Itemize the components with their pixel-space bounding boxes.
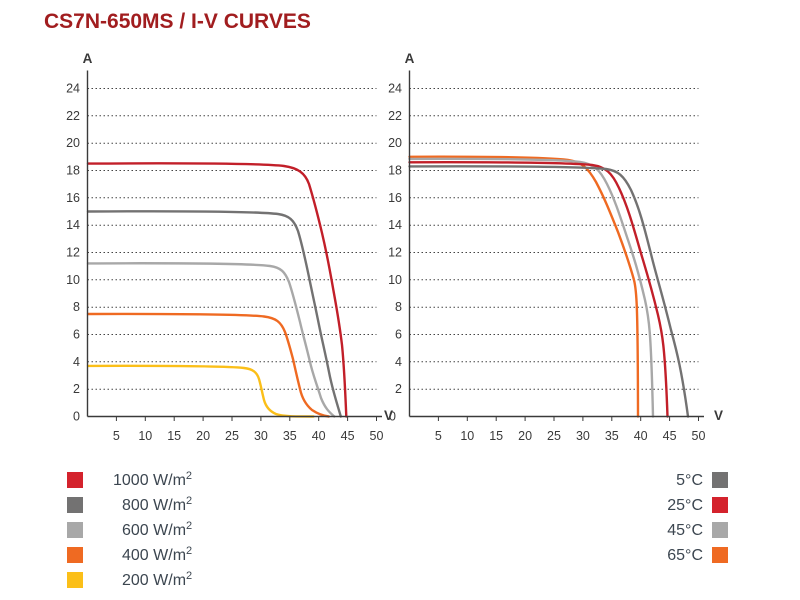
svg-text:15: 15 [167,429,181,443]
svg-text:14: 14 [66,218,80,232]
svg-text:8: 8 [73,300,80,314]
svg-text:14: 14 [388,218,402,232]
svg-text:10: 10 [388,273,402,287]
svg-text:24: 24 [66,82,80,96]
svg-text:5: 5 [113,429,120,443]
svg-text:12: 12 [388,246,402,260]
svg-text:45: 45 [341,429,355,443]
svg-text:2: 2 [395,382,402,396]
svg-text:20: 20 [388,136,402,150]
svg-text:V: V [714,408,723,423]
svg-text:16: 16 [388,191,402,205]
svg-text:2: 2 [73,382,80,396]
svg-text:10: 10 [460,429,474,443]
svg-text:10: 10 [66,273,80,287]
svg-text:6: 6 [73,328,80,342]
svg-text:18: 18 [388,164,402,178]
svg-text:6: 6 [395,328,402,342]
svg-text:30: 30 [254,429,268,443]
svg-text:40: 40 [634,429,648,443]
svg-text:A: A [405,51,415,66]
svg-text:400 W/m2: 400 W/m2 [122,545,192,564]
svg-text:20: 20 [196,429,210,443]
svg-text:40: 40 [312,429,326,443]
svg-text:20: 20 [518,429,532,443]
svg-text:35: 35 [605,429,619,443]
svg-text:45: 45 [663,429,677,443]
svg-text:35: 35 [283,429,297,443]
svg-text:16: 16 [66,191,80,205]
svg-text:25: 25 [225,429,239,443]
svg-text:10: 10 [138,429,152,443]
svg-text:200 W/m2: 200 W/m2 [122,570,192,589]
svg-text:800 W/m2: 800 W/m2 [122,495,192,514]
svg-text:30: 30 [576,429,590,443]
svg-text:18: 18 [66,164,80,178]
svg-text:22: 22 [66,109,80,123]
svg-text:8: 8 [395,300,402,314]
svg-text:1000 W/m2: 1000 W/m2 [113,470,192,489]
svg-text:22: 22 [388,109,402,123]
svg-text:5: 5 [435,429,442,443]
svg-text:20: 20 [66,136,80,150]
svg-text:24: 24 [388,82,402,96]
svg-text:0: 0 [389,410,396,424]
svg-text:25°C: 25°C [667,497,703,514]
svg-text:65°C: 65°C [667,547,703,564]
svg-text:600 W/m2: 600 W/m2 [122,520,192,539]
svg-text:4: 4 [73,355,80,369]
svg-text:15: 15 [489,429,503,443]
svg-text:25: 25 [547,429,561,443]
svg-text:45°C: 45°C [667,522,703,539]
svg-text:50: 50 [692,429,706,443]
svg-text:0: 0 [73,410,80,424]
svg-text:5°C: 5°C [676,472,703,489]
svg-text:A: A [83,51,93,66]
svg-text:4: 4 [395,355,402,369]
svg-text:50: 50 [370,429,384,443]
svg-text:12: 12 [66,246,80,260]
